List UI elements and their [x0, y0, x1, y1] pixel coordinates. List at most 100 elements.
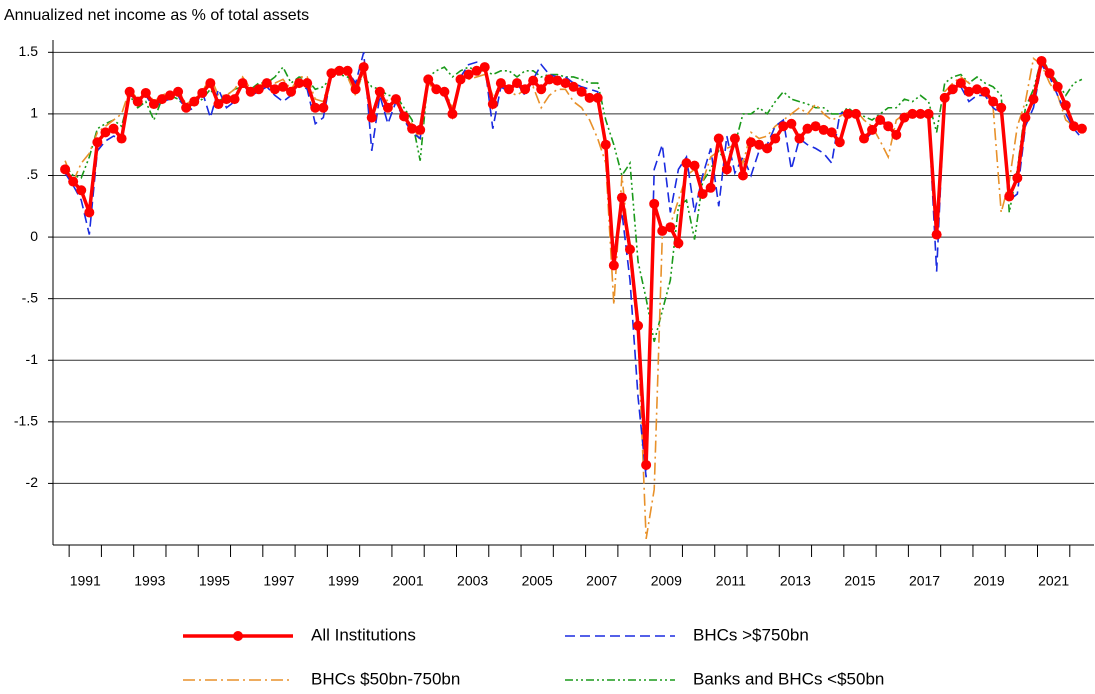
data-point	[1076, 123, 1087, 134]
data-point	[487, 99, 498, 110]
data-point	[76, 185, 87, 196]
data-point	[455, 74, 466, 85]
data-point	[108, 123, 119, 134]
data-point	[729, 133, 740, 144]
data-point	[350, 84, 361, 95]
data-point	[221, 94, 232, 105]
data-point	[399, 111, 410, 122]
x-tick-label: 2013	[780, 573, 811, 589]
data-point	[479, 62, 490, 73]
data-point	[415, 124, 426, 135]
data-point	[253, 84, 264, 95]
data-point	[84, 207, 95, 218]
data-point	[68, 176, 79, 187]
data-point	[616, 192, 627, 203]
data-point	[1068, 121, 1079, 132]
data-point	[512, 78, 523, 89]
data-point	[302, 78, 313, 89]
data-point	[875, 115, 886, 126]
data-point	[633, 320, 644, 331]
data-point	[390, 94, 401, 105]
data-point	[649, 198, 660, 209]
data-point	[988, 96, 999, 107]
legend-label: All Institutions	[311, 625, 416, 644]
data-point	[1012, 172, 1023, 183]
data-point	[665, 222, 676, 233]
data-point	[923, 108, 934, 119]
x-tick-label: 2019	[974, 573, 1005, 589]
data-point	[528, 75, 539, 86]
data-point	[140, 87, 151, 98]
data-point	[746, 137, 757, 148]
x-tick-label: 2021	[1038, 573, 1069, 589]
data-point	[592, 92, 603, 103]
y-tick-label: .5	[26, 166, 38, 182]
y-tick-label: -2	[26, 474, 39, 490]
y-tick-label: -.5	[22, 289, 39, 305]
x-tick-label: 1993	[134, 573, 165, 589]
data-point	[116, 133, 127, 144]
data-point	[996, 102, 1007, 113]
data-point	[891, 129, 902, 140]
data-point	[358, 62, 369, 73]
data-point	[382, 102, 393, 113]
data-point	[286, 86, 297, 97]
y-tick-label: 1	[30, 105, 38, 121]
data-point	[778, 121, 789, 132]
data-point	[213, 99, 224, 110]
data-point	[770, 133, 781, 144]
data-point	[229, 94, 240, 105]
data-point	[197, 87, 208, 98]
data-point	[1004, 191, 1015, 202]
data-point	[955, 78, 966, 89]
data-point	[608, 260, 619, 271]
x-tick-label: 2005	[522, 573, 553, 589]
data-point	[544, 74, 555, 85]
x-tick-label: 2015	[844, 573, 875, 589]
data-point	[366, 112, 377, 123]
data-point	[867, 124, 878, 135]
data-point	[156, 94, 167, 105]
data-point	[971, 84, 982, 95]
data-point	[165, 90, 176, 101]
x-tick-label: 2017	[909, 573, 940, 589]
chart-title: Annualized net income as % of total asse…	[4, 7, 309, 24]
data-point	[600, 139, 611, 150]
data-point	[261, 78, 272, 89]
data-point	[189, 96, 200, 107]
data-point	[463, 69, 474, 80]
x-tick-label: 1995	[199, 573, 230, 589]
data-point	[374, 86, 385, 97]
data-point	[407, 123, 418, 134]
data-point	[584, 92, 595, 103]
y-tick-label: -1.5	[14, 413, 38, 429]
data-point	[536, 84, 547, 95]
y-tick-label: -1	[26, 351, 39, 367]
series-line	[63, 56, 1083, 466]
data-point	[334, 65, 345, 76]
data-point	[1028, 94, 1039, 105]
data-point	[237, 78, 248, 89]
data-point	[850, 108, 861, 119]
y-tick-label: 1.5	[19, 43, 39, 59]
data-point	[1020, 112, 1031, 123]
data-point	[810, 121, 821, 132]
data-point	[673, 238, 684, 249]
data-point	[939, 92, 950, 103]
data-point	[100, 127, 111, 138]
data-point	[802, 123, 813, 134]
data-point	[907, 108, 918, 119]
data-point	[794, 133, 805, 144]
data-point	[568, 81, 579, 92]
data-point	[342, 65, 353, 76]
data-point	[705, 182, 716, 193]
x-tick-label: 2001	[392, 573, 423, 589]
data-point	[641, 459, 652, 470]
data-point	[205, 78, 216, 89]
data-point	[576, 86, 587, 97]
data-point	[92, 137, 103, 148]
data-point	[560, 78, 571, 89]
data-point	[447, 108, 458, 119]
data-point	[1060, 100, 1071, 111]
